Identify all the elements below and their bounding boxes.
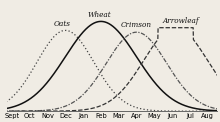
Text: Wheat: Wheat	[87, 11, 111, 19]
Text: Arrowleaf: Arrowleaf	[163, 17, 199, 25]
Text: Oats: Oats	[53, 20, 70, 28]
Text: Crimson: Crimson	[121, 21, 152, 30]
